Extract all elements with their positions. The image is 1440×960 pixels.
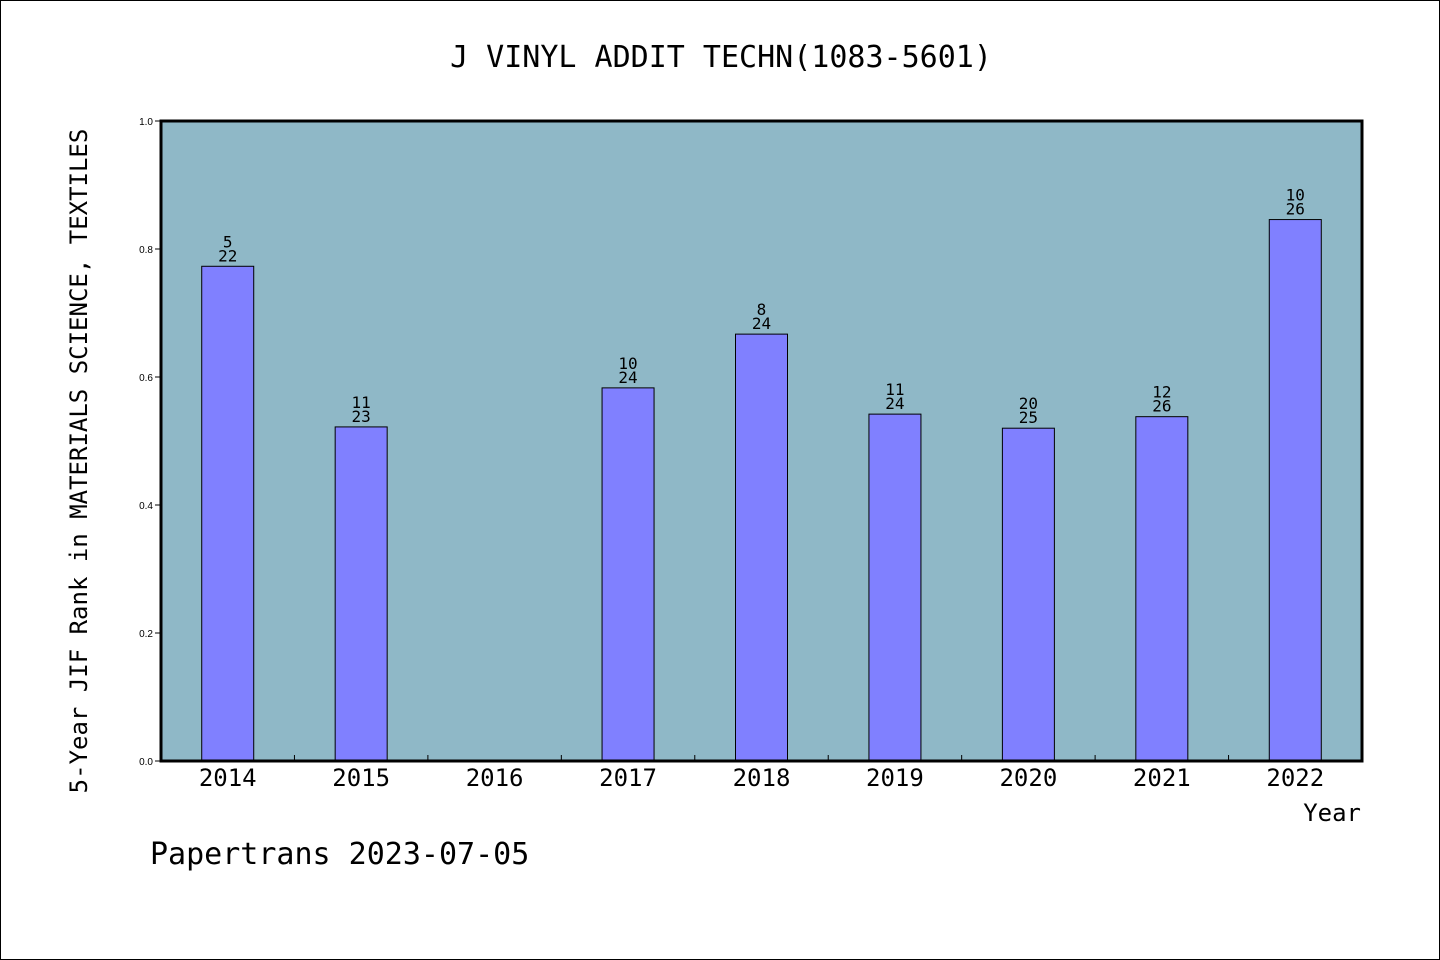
bar-label-total: 26 [1286, 200, 1305, 219]
footer-text: Papertrans 2023-07-05 [150, 837, 529, 872]
bar-label-rank: 11 [352, 393, 371, 412]
bar-2018 [735, 333, 788, 762]
y-tick-label: 0.4 [139, 501, 153, 512]
y-axis-label: 5-Year JIF Rank in MATERIALS SCIENCE, TE… [65, 129, 93, 794]
bar-2022 [1268, 219, 1322, 762]
y-tick-label: 0.0 [139, 757, 153, 768]
bar-label-total: 24 [752, 314, 771, 333]
bar-label-rank: 11 [885, 380, 904, 399]
bar-label-total: 23 [352, 407, 371, 426]
bar-label-total: 26 [1152, 397, 1171, 416]
bar-label-rank: 20 [1019, 394, 1038, 413]
y-tick-label: 0.8 [139, 245, 153, 256]
bar-2021 [1135, 416, 1189, 762]
x-tick-label: 2021 [1133, 764, 1191, 792]
x-axis-label: Year [1303, 799, 1361, 827]
bar-label-total: 24 [885, 394, 904, 413]
bar-label-rank: 12 [1152, 383, 1171, 402]
bar-2017 [601, 387, 655, 762]
x-tick-label: 2016 [466, 764, 524, 792]
chart-title: J VINYL ADDIT TECHN(1083-5601) [450, 40, 992, 75]
x-tick-label: 2022 [1266, 764, 1324, 792]
bars-group [201, 219, 1322, 762]
x-tick-label: 2018 [733, 764, 791, 792]
y-tick-label: 0.6 [139, 373, 153, 384]
bar-label-total: 25 [1019, 408, 1038, 427]
bar-label-rank: 5 [223, 232, 233, 251]
bar-label-total: 24 [618, 368, 637, 387]
y-tick-label: 0.2 [139, 629, 153, 640]
x-axis-ticks: 2014 2015 2016 2017 2018 2019 2020 2021 2022 [199, 755, 1324, 792]
bar-2015 [334, 426, 388, 762]
x-tick-label: 2014 [199, 764, 257, 792]
x-tick-label: 2017 [599, 764, 657, 792]
x-tick-label: 2019 [866, 764, 924, 792]
y-axis-ticks: 0.0 0.2 0.4 0.6 0.8 1.0 [139, 117, 161, 768]
y-tick-label: 1.0 [139, 117, 153, 128]
bar-label-total: 22 [218, 246, 237, 265]
bar-2019 [868, 413, 922, 762]
bar-label-rank: 8 [757, 300, 767, 319]
bar-label-rank: 10 [618, 354, 637, 373]
x-tick-label: 2020 [999, 764, 1057, 792]
plot-frame [159, 119, 1364, 763]
bar-2014 [201, 265, 255, 762]
bar-label-rank: 10 [1286, 186, 1305, 205]
x-tick-label: 2015 [332, 764, 390, 792]
bar-2020 [1001, 427, 1055, 762]
